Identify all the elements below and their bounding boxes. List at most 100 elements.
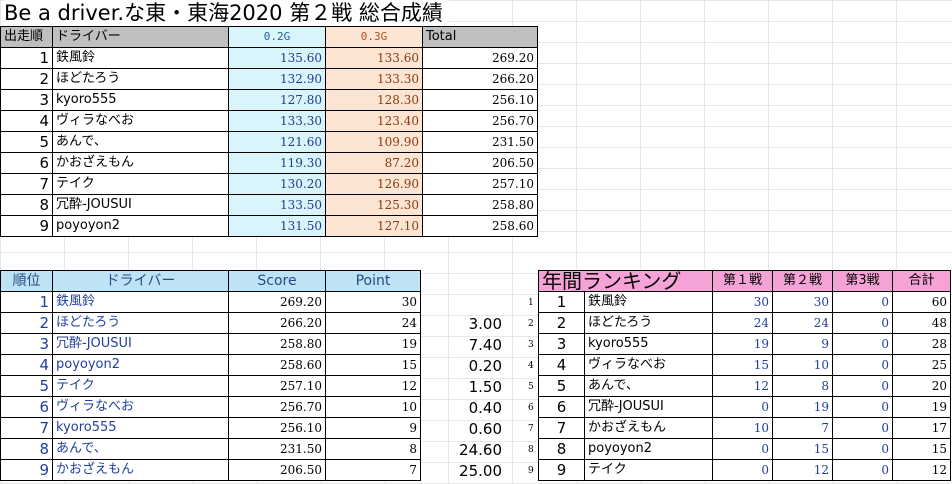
point-cell: 12 [325,375,421,397]
run-0.2g-cell: 119.30 [228,152,326,174]
round-1-points-cell: 24 [712,312,773,334]
run-0.3g-cell: 128.30 [325,89,423,111]
annual-rank-cell: 4 [538,354,585,376]
total-cell: 258.80 [422,194,538,216]
round-2-points-cell: 9 [772,333,833,355]
score-gap-value: 0.60 [468,420,502,438]
annual-row-index: 3 [528,340,534,350]
score-gap-value [392,293,502,314]
page-title: Be a driver.な東・東海2020 第２戦 総合成績 [4,0,449,26]
score-cell: 206.50 [228,459,326,481]
annual-driver-cell: 鉄風鈴 [584,291,713,313]
round-2-points-cell: 15 [772,438,833,460]
sum-points-cell: 48 [892,312,951,334]
driver-cell: テイク [52,375,229,397]
driver-cell: 冗酔-JOUSUI [52,333,229,355]
start-order-cell: 2 [0,68,53,90]
run-0.2g-cell: 133.50 [228,194,326,216]
table-row: 4 ヴィラなべお 15 10 0 25 [538,354,951,376]
point-cell: 7 [325,459,421,481]
sum-points-cell: 60 [892,291,951,313]
score-cell: 266.20 [228,312,326,334]
score-cell: 258.80 [228,333,326,355]
driver-cell: ほどたろう [52,68,229,90]
sum-points-cell: 12 [892,459,951,481]
annual-ranking-title: 年間ランキング [538,270,713,292]
start-order-cell: 6 [0,152,53,174]
round-3-points-cell: 0 [832,291,893,313]
score-gap-value: 7.40 [468,336,502,354]
run-0.2g-cell: 127.80 [228,89,326,111]
run-0.2g-cell: 130.20 [228,173,326,195]
total-cell: 257.10 [422,173,538,195]
header-round-3: 第3戦 [832,270,893,292]
rank-cell: 4 [0,354,53,376]
start-order-cell: 8 [0,194,53,216]
driver-cell: 鉄風鈴 [52,47,229,69]
run-0.2g-cell: 131.50 [228,215,326,237]
score-cell: 256.70 [228,396,326,418]
start-order-cell: 3 [0,89,53,111]
header-start-order: 出走順 [0,26,53,48]
table-row: 3 kyoro555 19 9 0 28 [538,333,951,355]
header-run-0.2g: 0.2G [228,26,326,48]
run-0.3g-cell: 125.30 [325,194,423,216]
annual-rank-cell: 6 [538,396,585,418]
annual-row-index: 8 [528,445,534,455]
rank-cell: 1 [0,291,53,313]
table-row: 5 あんで、 12 8 0 20 [538,375,951,397]
start-order-cell: 9 [0,215,53,237]
run-0.2g-cell: 135.60 [228,47,326,69]
total-cell: 256.70 [422,110,538,132]
start-order-cell: 1 [0,47,53,69]
annual-row-index: 9 [528,466,534,476]
rank-cell: 6 [0,396,53,418]
total-cell: 206.50 [422,152,538,174]
annual-driver-cell: kyoro555 [584,333,713,355]
table-row: 5 あんで、 121.60 109.90 231.50 [0,131,538,153]
round-3-points-cell: 0 [832,417,893,439]
table-row: 9 テイク 0 12 0 12 [538,459,951,481]
driver-cell: 鉄風鈴 [52,291,229,313]
driver-cell: あんで、 [52,131,229,153]
total-cell: 256.10 [422,89,538,111]
table-row: 4 poyoyon2 258.60 15 [0,354,421,376]
total-cell: 266.20 [422,68,538,90]
round-1-points-cell: 19 [712,333,773,355]
annual-row-index: 7 [528,424,534,434]
header-sum: 合計 [892,270,951,292]
table-row: 7 kyoro555 256.10 9 [0,417,421,439]
rank-cell: 7 [0,417,53,439]
total-cell: 258.60 [422,215,538,237]
table-row: 7 かおざえもん 10 7 0 17 [538,417,951,439]
round-3-points-cell: 0 [832,396,893,418]
driver-cell: かおざえもん [52,152,229,174]
score-gap-value: 3.00 [468,315,502,333]
table-row: 1 鉄風鈴 135.60 133.60 269.20 [0,47,538,69]
header-point: Point [325,270,421,292]
annual-rank-cell: 5 [538,375,585,397]
round-2-points-cell: 7 [772,417,833,439]
header-driver: ドライバー [52,270,229,292]
standings-header-row: 順位 ドライバー Score Point [0,270,421,292]
driver-cell: 冗酔-JOUSUI [52,194,229,216]
header-run-0.3g: 0.3G [325,26,423,48]
driver-cell: かおざえもん [52,459,229,481]
round-2-points-cell: 10 [772,354,833,376]
score-gap-value: 1.50 [468,378,502,396]
table-row: 3 kyoro555 127.80 128.30 256.10 [0,89,538,111]
results-table: 出走順 ドライバー 0.2G 0.3G Total 1 鉄風鈴 135.60 133.… [0,26,538,237]
total-cell: 269.20 [422,47,538,69]
round-3-points-cell: 0 [832,375,893,397]
table-row: 9 poyoyon2 131.50 127.10 258.60 [0,215,538,237]
driver-cell: kyoro555 [52,89,229,111]
round-3-points-cell: 0 [832,333,893,355]
sum-points-cell: 19 [892,396,951,418]
rank-cell: 9 [0,459,53,481]
run-0.2g-cell: 133.30 [228,110,326,132]
run-0.3g-cell: 127.10 [325,215,423,237]
annual-rank-cell: 2 [538,312,585,334]
header-round-1: 第１戦 [712,270,773,292]
round-2-points-cell: 8 [772,375,833,397]
rank-cell: 2 [0,312,53,334]
